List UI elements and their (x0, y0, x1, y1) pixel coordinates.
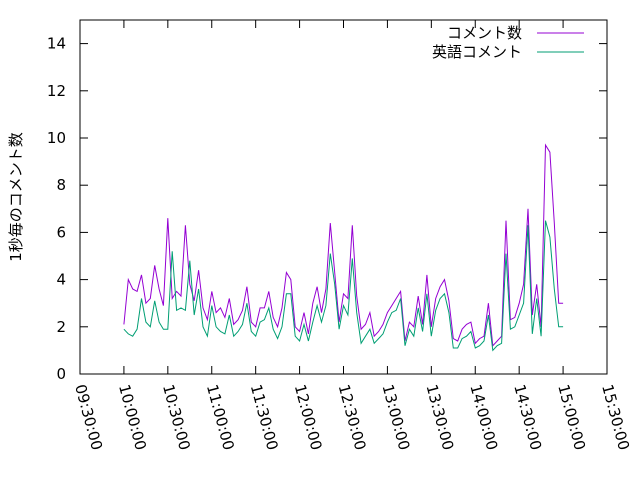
y-tick-label: 0 (56, 365, 66, 383)
x-tick-label: 15:00:00 (554, 382, 589, 452)
y-tick-label: 2 (56, 318, 66, 336)
x-tick-label: 12:00:00 (291, 382, 326, 452)
legend-label: 英語コメント (432, 43, 522, 61)
x-tick-label: 13:00:00 (379, 382, 414, 452)
y-tick-label: 14 (47, 35, 66, 53)
x-tick-label: 13:30:00 (422, 382, 457, 452)
x-tick-label: 14:00:00 (466, 382, 501, 452)
y-tick-label: 8 (56, 176, 66, 194)
y-tick-label: 4 (56, 271, 66, 289)
series-line-2 (123, 220, 564, 352)
y-tick-label: 10 (47, 129, 66, 147)
series-line-1 (123, 143, 564, 347)
x-tick-label: 10:00:00 (115, 382, 150, 452)
series-lines (123, 143, 564, 352)
y-axis-label: 1秒毎のコメント数 (7, 132, 25, 262)
y-tick-label: 6 (56, 223, 66, 241)
x-tick-label: 14:30:00 (510, 382, 545, 452)
x-tick-label: 11:00:00 (203, 382, 238, 452)
x-tick-label: 12:30:00 (335, 382, 370, 452)
x-tick-label: 11:30:00 (247, 382, 282, 452)
x-tick-label: 09:30:00 (71, 382, 106, 452)
x-tick-label: 10:30:00 (159, 382, 194, 452)
y-axis-ticks: 0 2 4 6 8 10 12 14 (47, 35, 607, 383)
legend-label: コメント数 (447, 24, 522, 42)
y-tick-label: 12 (47, 82, 66, 100)
x-tick-label: 15:30:00 (598, 382, 633, 452)
